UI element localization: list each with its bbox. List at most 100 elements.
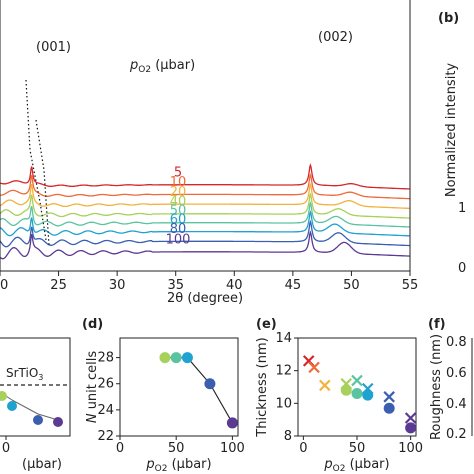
c-point-3 xyxy=(33,415,43,425)
d-axes-frame xyxy=(119,337,239,437)
e-x-tick-label: 50 xyxy=(349,441,366,456)
series-label-80: 80 xyxy=(170,222,187,237)
d-data xyxy=(159,352,238,429)
series-label-5: 5 xyxy=(174,166,182,181)
peak-label-001: (001) xyxy=(36,40,71,55)
srtio3-label: SrTiO3 xyxy=(6,366,43,382)
c-point-4 xyxy=(53,417,63,427)
xrd-curve-20 xyxy=(0,182,410,210)
e-cross-point xyxy=(383,391,395,403)
e-y-axis-label: Thickness (nm) xyxy=(255,337,270,437)
xrd-curve-80 xyxy=(0,219,410,248)
roughness-panel-fragment: (f) Roughness (nm) 0.8 0.6 0.4 0.2 xyxy=(428,317,473,442)
xrd-curve-100 xyxy=(0,230,410,260)
d-y-tick-label: 24 xyxy=(97,403,114,418)
d-point xyxy=(226,417,238,429)
e-circle-point xyxy=(340,384,352,396)
xrd-curve-50 xyxy=(0,201,410,228)
e-data xyxy=(302,355,417,434)
thickness-panel: (e) Thickness (nm) 0 50 100 8 10 12 14 pO2 (µb… xyxy=(255,317,423,474)
series-label-10: 10 xyxy=(170,175,187,190)
xrd-x-tick-label: 50 xyxy=(343,278,360,293)
legend-title-sub: O2 xyxy=(138,65,151,75)
peak-label-002: (002) xyxy=(318,30,353,45)
xrd-x-tick-label: 25 xyxy=(50,278,67,293)
e-cross-point xyxy=(308,361,320,374)
normalized-intensity-label: Normalized intensity xyxy=(444,63,459,198)
e-y-tick-label: 10 xyxy=(275,396,292,411)
xrd-curve-5 xyxy=(0,163,410,190)
peak-shift-guides xyxy=(25,79,50,246)
panel-label-e: (e) xyxy=(256,317,277,332)
xrd-axes-frame xyxy=(0,0,411,272)
e-xlabel-sub: O2 xyxy=(333,464,346,474)
legend-title-unit: (µbar) xyxy=(151,58,195,73)
e-cross-point xyxy=(319,379,331,392)
b-tick-0: 0 xyxy=(458,261,466,276)
d-point xyxy=(159,352,171,364)
c-x-tick-label: 0 xyxy=(2,441,10,456)
d-x-axis-label: pO2 (µbar) xyxy=(145,457,211,474)
d-ylabel-rest: unit cells xyxy=(85,351,100,414)
e-circle-point xyxy=(405,422,417,434)
xrd-panel: 20 25 30 35 40 45 50 55 2θ (degree) (001) (002)… xyxy=(0,0,418,306)
xrd-x-tick-label: 45 xyxy=(285,278,302,293)
panel-label-d: (d) xyxy=(82,317,103,332)
panel-label-f: (f) xyxy=(428,317,446,332)
series-label-100: 100 xyxy=(166,233,191,248)
e-ticks: 0 50 100 8 10 12 14 xyxy=(275,331,423,456)
e-x-tick-label: 0 xyxy=(299,441,307,456)
series-label-20: 20 xyxy=(170,185,187,200)
d-xlabel-p: p xyxy=(145,457,154,472)
e-circle-point xyxy=(362,389,374,401)
d-y-axis-label: N unit cells xyxy=(85,351,100,424)
xrd-x-tick-label: 40 xyxy=(226,278,243,293)
series-label-60: 60 xyxy=(170,212,187,227)
d-xlabel-unit: (µbar) xyxy=(167,457,211,472)
c-point-1 xyxy=(0,391,7,401)
legend-title-p: p xyxy=(129,58,138,73)
legend-title: pO2 (µbar) xyxy=(129,58,195,75)
normalized-panel-fragment: (b) Normalized intensity 1 0 xyxy=(438,11,466,276)
c-connector-2 xyxy=(11,399,39,415)
d-ticks: 0 50 100 22 24 26 28 xyxy=(97,351,244,456)
c-point-2 xyxy=(7,401,17,411)
c-x-axis-label: (µbar) xyxy=(22,457,62,472)
xrd-curve-60 xyxy=(0,210,410,237)
e-axes-frame xyxy=(297,337,417,437)
d-point xyxy=(181,352,193,364)
f-y-axis-label: Roughness (nm) xyxy=(429,334,444,440)
f-tick-02: 0.2 xyxy=(446,427,467,442)
d-point xyxy=(204,378,216,390)
unit-cells-panel: (d) N unit cells 0 50 100 22 24 26 28 pO2 (µba… xyxy=(82,317,245,474)
panel-c-fragment: SrTiO3 0 (µbar) xyxy=(0,337,71,472)
c-axes-frame xyxy=(0,337,71,437)
e-y-tick-label: 12 xyxy=(275,364,292,379)
f-tick-06: 0.6 xyxy=(446,366,467,381)
e-circle-point xyxy=(383,402,395,414)
d-x-tick-label: 0 xyxy=(116,441,124,456)
d-y-tick-label: 22 xyxy=(97,429,114,444)
xrd-x-tick-label: 20 xyxy=(0,278,8,293)
xrd-x-tick-label: 55 xyxy=(402,278,419,293)
e-x-axis-label: pO2 (µbar) xyxy=(323,457,389,474)
series-label-50: 50 xyxy=(170,204,187,219)
xrd-curve-10 xyxy=(0,172,410,200)
xrd-curve-40 xyxy=(0,192,410,219)
b-tick-1: 1 xyxy=(458,201,466,216)
d-x-tick-label: 50 xyxy=(168,441,185,456)
srtio3-sub: 3 xyxy=(38,373,43,382)
f-tick-08: 0.8 xyxy=(446,335,467,350)
series-label-40: 40 xyxy=(170,195,187,210)
xrd-x-ticks: 20 25 30 35 40 45 50 55 xyxy=(0,271,418,293)
d-xlabel-sub: O2 xyxy=(155,464,168,474)
f-tick-04: 0.4 xyxy=(446,397,467,412)
e-cross-point xyxy=(404,412,417,424)
e-xlabel-unit: (µbar) xyxy=(345,457,389,472)
dotted-guide-right xyxy=(35,119,50,246)
xrd-x-axis-label: 2θ (degree) xyxy=(167,291,243,306)
d-connecting-line xyxy=(164,357,233,424)
d-point xyxy=(170,352,182,364)
